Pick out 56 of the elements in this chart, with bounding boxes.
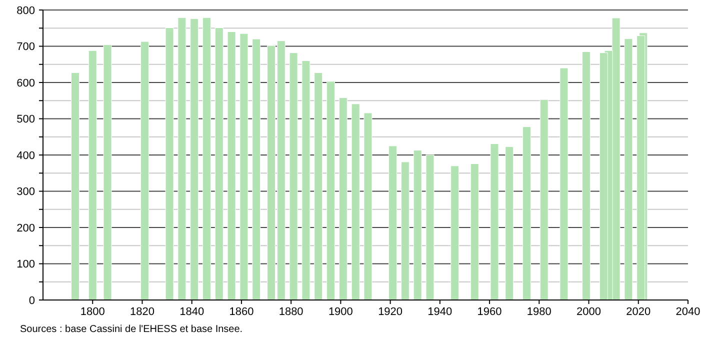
y-tick-label: 0 <box>28 294 35 307</box>
bar <box>165 28 174 300</box>
bar <box>505 146 514 300</box>
x-tick-label: 1800 <box>80 306 105 318</box>
y-tick-label: 100 <box>16 258 35 271</box>
bar <box>388 146 398 300</box>
x-tick-label: 1960 <box>477 306 502 318</box>
y-tick-label: 400 <box>16 150 35 162</box>
x-tick-label: 1820 <box>130 306 154 318</box>
bar <box>289 52 298 300</box>
y-tick-label: 200 <box>16 222 35 234</box>
source-note: Sources : base Cassini de l'EHESS et base Insee. <box>20 324 243 335</box>
bar <box>636 35 646 300</box>
bar <box>326 81 336 300</box>
x-tick-label: 2000 <box>576 306 602 318</box>
bar <box>227 32 236 300</box>
x-tick-label: 1840 <box>180 306 204 318</box>
bar <box>214 28 224 300</box>
bar <box>413 150 422 300</box>
bar <box>490 144 499 300</box>
y-tick-label: 800 <box>16 4 35 17</box>
bar <box>140 41 149 300</box>
x-tick-label: 1920 <box>378 306 403 318</box>
y-tick-label: 500 <box>16 114 35 126</box>
bar <box>540 99 548 300</box>
bar <box>103 44 112 300</box>
bar <box>582 51 591 300</box>
y-tick-label: 700 <box>16 41 35 54</box>
bar <box>624 38 633 300</box>
bar <box>364 112 372 300</box>
x-tick-label: 2040 <box>676 306 700 318</box>
bar <box>252 38 261 300</box>
x-tick-label: 1980 <box>526 306 552 318</box>
x-tick-label: 1900 <box>328 306 353 318</box>
y-tick-label: 300 <box>16 186 35 198</box>
bar <box>178 17 186 300</box>
x-tick-label: 1860 <box>229 306 254 318</box>
bar <box>338 97 348 300</box>
x-tick-label: 2020 <box>626 306 651 318</box>
x-tick-label: 1880 <box>278 306 304 318</box>
bar <box>522 126 531 300</box>
bar <box>351 104 360 300</box>
y-tick-label: 600 <box>16 77 35 90</box>
bar <box>240 33 248 300</box>
bar <box>88 50 97 300</box>
bar <box>560 68 568 300</box>
bar <box>470 163 479 300</box>
bar <box>426 154 434 300</box>
x-tick-label: 1940 <box>428 306 452 318</box>
bar <box>450 166 460 300</box>
bar <box>400 162 410 300</box>
bar <box>190 18 199 300</box>
bar <box>314 72 323 300</box>
bar <box>302 60 310 300</box>
bar <box>71 72 80 300</box>
bar <box>202 17 211 300</box>
